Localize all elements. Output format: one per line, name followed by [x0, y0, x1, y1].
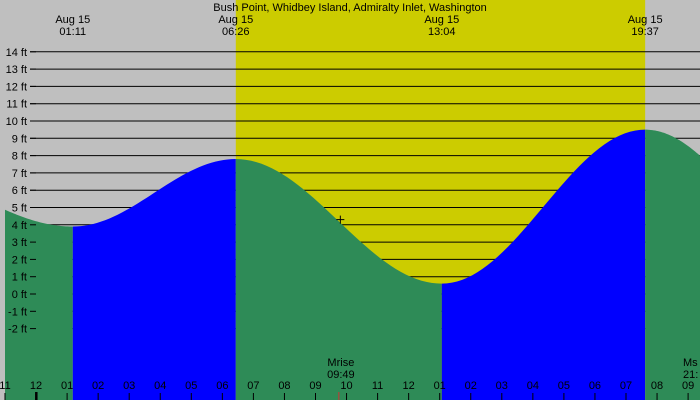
x-tick-label: 09 — [682, 380, 694, 392]
tide-event-time: 06:26 — [222, 26, 250, 38]
y-tick-label: 10 ft — [6, 116, 27, 128]
y-tick-label: 9 ft — [12, 133, 27, 145]
tide-event-time: 01:11 — [59, 26, 86, 38]
tide-event-date: Aug 15 — [628, 14, 663, 26]
moon-event-time: 21: — [683, 369, 698, 381]
x-tick-label: 12 — [403, 380, 415, 392]
x-tick-label: 12 — [30, 380, 42, 392]
x-tick-label: 02 — [92, 380, 104, 392]
x-tick-label: 04 — [154, 380, 166, 392]
tide-fill — [5, 129, 700, 400]
y-tick-label: 0 ft — [12, 289, 27, 301]
y-tick-label: 3 ft — [12, 237, 27, 249]
y-axis: -2 ft -1 ft 0 ft 1 ft 2 ft 3 ft 4 ft 5 ft 6 ft 7 … — [6, 47, 36, 336]
y-tick-label: 6 ft — [12, 185, 27, 197]
x-tick-label: 08 — [651, 380, 663, 392]
x-tick-label: 01 — [61, 380, 73, 392]
y-tick-label: 12 ft — [6, 81, 27, 93]
y-tick-label: 2 ft — [12, 254, 27, 266]
y-tick-label: 13 ft — [6, 64, 27, 76]
current-time-marker — [336, 215, 345, 224]
midnight-tick — [35, 392, 38, 400]
falling-tide-area — [235, 159, 442, 400]
falling-tide-area — [645, 129, 700, 400]
y-tick-label: -2 ft — [8, 324, 27, 336]
x-tick-label: 05 — [185, 380, 197, 392]
rising-tide-area — [72, 159, 236, 400]
x-tick-label: 11 — [372, 380, 383, 392]
x-tick-label: 06 — [589, 380, 601, 392]
x-tick-label: 03 — [123, 380, 135, 392]
x-tick-label: 09 — [309, 380, 321, 392]
x-axis: 11 12 01 02 03 04 05 06 07 08 09 10 11 12 01 02 03 04 05 06… — [0, 380, 694, 400]
x-tick-label: 04 — [527, 380, 539, 392]
x-tick-label: 11 — [0, 380, 11, 392]
tide-event-date: Aug 15 — [55, 14, 90, 26]
y-tick-label: 11 ft — [6, 99, 27, 111]
y-tick-label: 1 ft — [12, 272, 27, 284]
x-tick-label: 07 — [247, 380, 259, 392]
x-tick-label: 06 — [216, 380, 228, 392]
y-tick-label: 4 ft — [12, 220, 27, 232]
moon-event-label: Ms — [683, 357, 698, 369]
y-tick-label: 5 ft — [12, 203, 27, 215]
x-tick-label: 08 — [278, 380, 290, 392]
moon-event-label: Mrise — [327, 357, 354, 369]
moon-event-time: 09:49 — [327, 369, 355, 381]
falling-tide-area — [5, 209, 73, 400]
y-tick-label: 7 ft — [12, 168, 27, 180]
x-tick-label: 07 — [620, 380, 632, 392]
tide-event-date: Aug 15 — [424, 14, 459, 26]
y-tick-label: 8 ft — [12, 151, 27, 163]
y-tick-label: 14 ft — [6, 47, 27, 59]
rising-tide-area — [441, 129, 646, 400]
tide-event-time: 19:37 — [631, 26, 659, 38]
x-tick-label: 03 — [496, 380, 508, 392]
chart-title: Bush Point, Whidbey Island, Admiralty In… — [213, 2, 487, 14]
x-tick-label: 05 — [558, 380, 570, 392]
x-tick-label: 01 — [434, 380, 446, 392]
tide-event-time: 13:04 — [428, 26, 456, 38]
y-tick-label: -1 ft — [8, 306, 27, 318]
x-tick-label: 02 — [465, 380, 477, 392]
x-tick-label: 10 — [340, 380, 352, 392]
tide-event-date: Aug 15 — [218, 14, 253, 26]
